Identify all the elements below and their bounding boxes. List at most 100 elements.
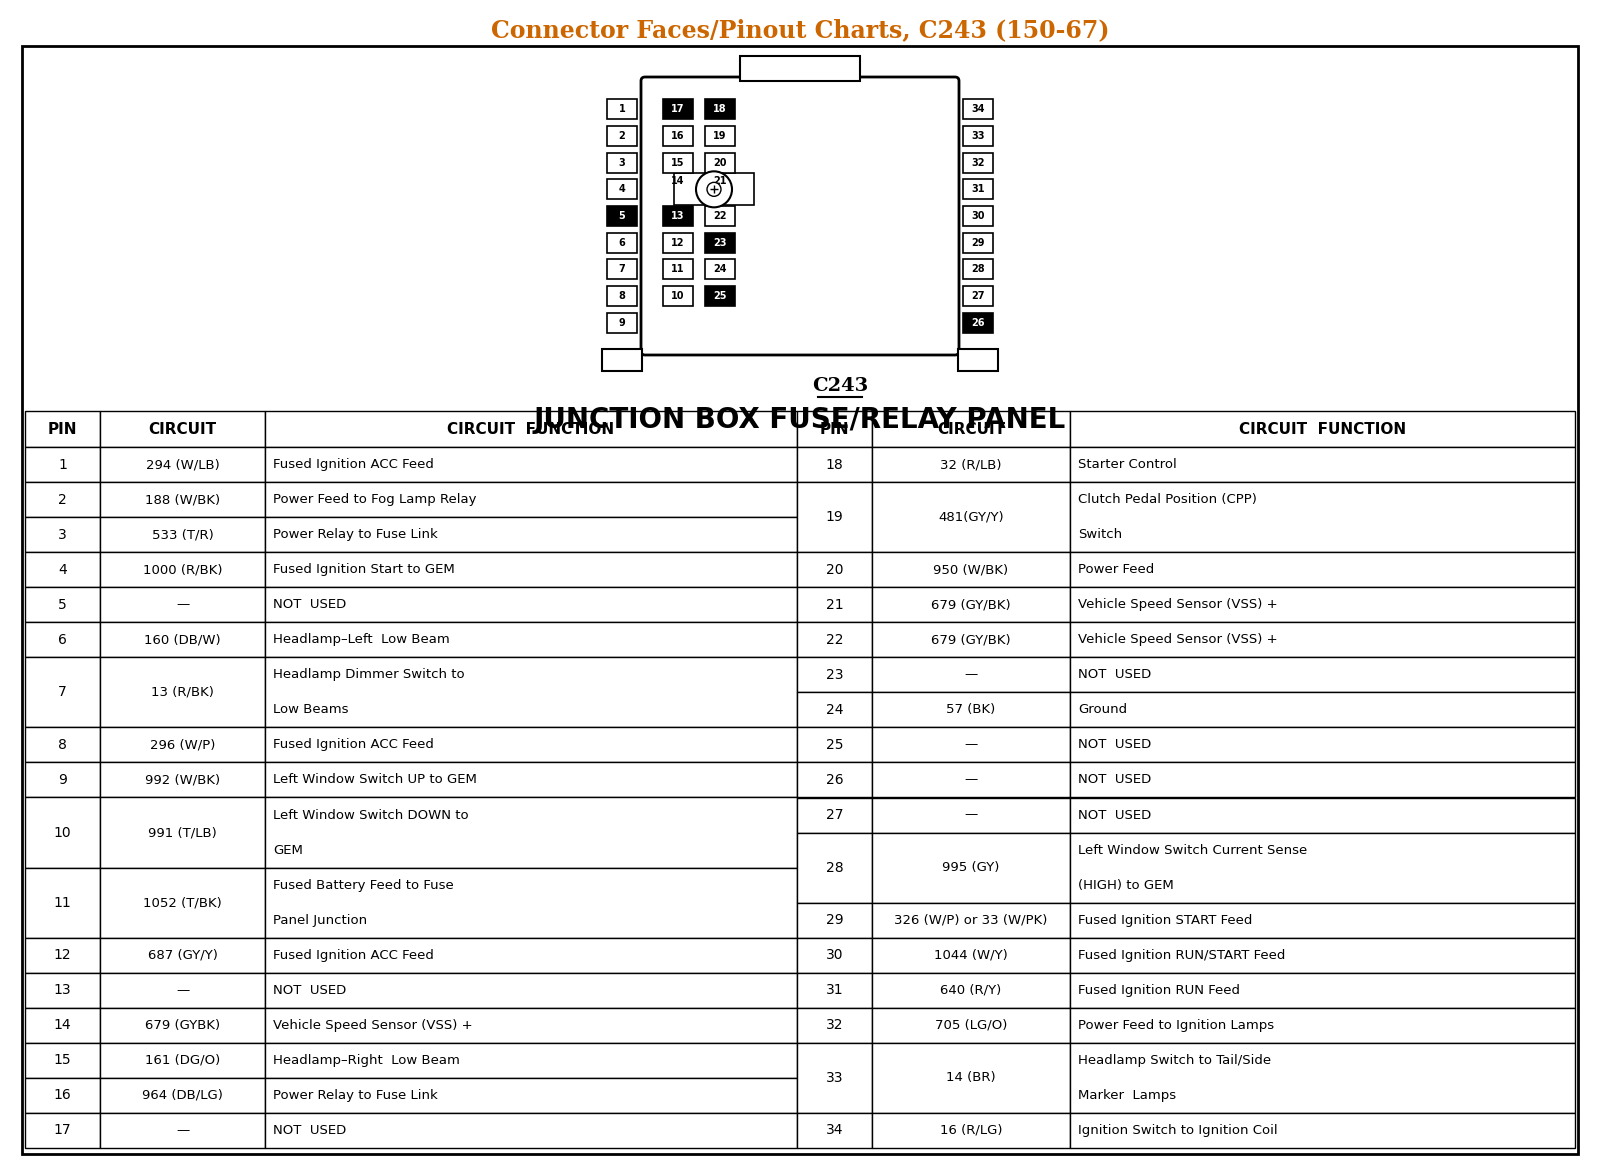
Text: 26: 26 (971, 318, 984, 328)
Bar (872, 833, 1070, 903)
Bar (99, 1043, 266, 1078)
Text: 18: 18 (826, 457, 843, 472)
Bar (797, 833, 872, 903)
Text: 17: 17 (672, 105, 685, 114)
Bar (662, 260, 693, 280)
Text: 481(GY/Y): 481(GY/Y) (938, 510, 1003, 523)
Text: Ignition Switch to Ignition Coil: Ignition Switch to Ignition Coil (1078, 1124, 1278, 1137)
Bar (963, 233, 994, 253)
Bar (1070, 833, 1574, 903)
Bar (797, 797, 872, 833)
Bar (266, 868, 797, 937)
Text: 29: 29 (971, 238, 984, 248)
Text: 14 (BR): 14 (BR) (946, 1071, 995, 1084)
Bar (1070, 762, 1574, 797)
Bar (1070, 587, 1574, 622)
Text: Fused Ignition START Feed: Fused Ignition START Feed (1078, 914, 1253, 927)
Bar (1070, 657, 1574, 693)
Bar (99, 728, 266, 762)
Bar (797, 553, 872, 587)
Text: CIRCUIT: CIRCUIT (149, 421, 216, 436)
Text: 8: 8 (58, 737, 67, 751)
Bar (26, 728, 99, 762)
Text: 28: 28 (971, 265, 986, 274)
Text: 326 (W/P) or 33 (W/PK): 326 (W/P) or 33 (W/PK) (894, 914, 1048, 927)
Text: 31: 31 (971, 185, 984, 194)
Text: 679 (GY/BK): 679 (GY/BK) (931, 633, 1011, 647)
Text: 1: 1 (619, 105, 626, 114)
Text: 15: 15 (672, 158, 685, 168)
Bar (606, 153, 637, 173)
Text: —: — (965, 809, 978, 822)
Text: Fused Battery Feed to Fuse: Fused Battery Feed to Fuse (274, 878, 454, 891)
Bar (1070, 553, 1574, 587)
Text: Fused Ignition ACC Feed: Fused Ignition ACC Feed (274, 739, 434, 751)
Bar (99, 517, 266, 553)
Bar (99, 482, 266, 517)
Text: 15: 15 (54, 1054, 72, 1068)
Bar (1070, 973, 1574, 1008)
Bar (872, 553, 1070, 587)
Bar (266, 1112, 797, 1148)
Bar (797, 1112, 872, 1148)
Bar (872, 903, 1070, 937)
Bar (266, 482, 797, 517)
Text: Vehicle Speed Sensor (VSS) +: Vehicle Speed Sensor (VSS) + (1078, 633, 1278, 647)
Text: 11: 11 (672, 265, 685, 274)
Text: 188 (W/BK): 188 (W/BK) (146, 493, 221, 506)
Text: C243: C243 (811, 377, 869, 395)
Bar (606, 286, 637, 306)
Text: 22: 22 (826, 633, 843, 647)
Text: 9: 9 (58, 773, 67, 787)
Bar (963, 99, 994, 119)
Bar (872, 587, 1070, 622)
FancyBboxPatch shape (642, 76, 958, 355)
Bar (602, 349, 642, 370)
Text: Switch: Switch (1078, 528, 1122, 541)
Text: 705 (LG/O): 705 (LG/O) (934, 1018, 1006, 1031)
Text: 9: 9 (619, 318, 626, 328)
Bar (99, 553, 266, 587)
Bar (1070, 937, 1574, 973)
Bar (1070, 1008, 1574, 1043)
Bar (266, 517, 797, 553)
Text: 32: 32 (971, 158, 984, 168)
Text: Starter Control: Starter Control (1078, 457, 1176, 472)
Text: 160 (DB/W): 160 (DB/W) (144, 633, 221, 647)
Text: 16 (R/LG): 16 (R/LG) (939, 1124, 1002, 1137)
Text: 950 (W/BK): 950 (W/BK) (933, 563, 1008, 576)
Text: NOT  USED: NOT USED (1078, 739, 1152, 751)
Text: 24: 24 (826, 703, 843, 717)
Bar (1070, 622, 1574, 657)
Bar (963, 179, 994, 200)
Bar (797, 728, 872, 762)
Text: 6: 6 (619, 238, 626, 248)
Bar (872, 410, 1070, 447)
Text: 10: 10 (54, 826, 72, 840)
Bar (797, 587, 872, 622)
Bar (797, 693, 872, 728)
Bar (706, 206, 734, 226)
Text: 4: 4 (58, 562, 67, 576)
Text: —: — (965, 739, 978, 751)
Text: NOT  USED: NOT USED (1078, 774, 1152, 787)
Text: 12: 12 (54, 948, 72, 962)
Text: Clutch Pedal Position (CPP): Clutch Pedal Position (CPP) (1078, 493, 1258, 506)
Text: Power Feed to Fog Lamp Relay: Power Feed to Fog Lamp Relay (274, 493, 477, 506)
Bar (872, 937, 1070, 973)
Bar (266, 410, 797, 447)
Bar (1070, 728, 1574, 762)
Ellipse shape (707, 182, 722, 196)
Bar (99, 657, 266, 728)
Text: 27: 27 (826, 808, 843, 822)
Text: 21: 21 (714, 176, 726, 186)
Bar (706, 233, 734, 253)
Ellipse shape (696, 172, 733, 207)
Bar (606, 260, 637, 280)
Bar (266, 762, 797, 797)
Text: Left Window Switch DOWN to: Left Window Switch DOWN to (274, 809, 469, 822)
Bar (26, 1043, 99, 1078)
Bar (872, 693, 1070, 728)
Text: 32 (R/LB): 32 (R/LB) (941, 457, 1002, 472)
Text: Fused Ignition Start to GEM: Fused Ignition Start to GEM (274, 563, 454, 576)
